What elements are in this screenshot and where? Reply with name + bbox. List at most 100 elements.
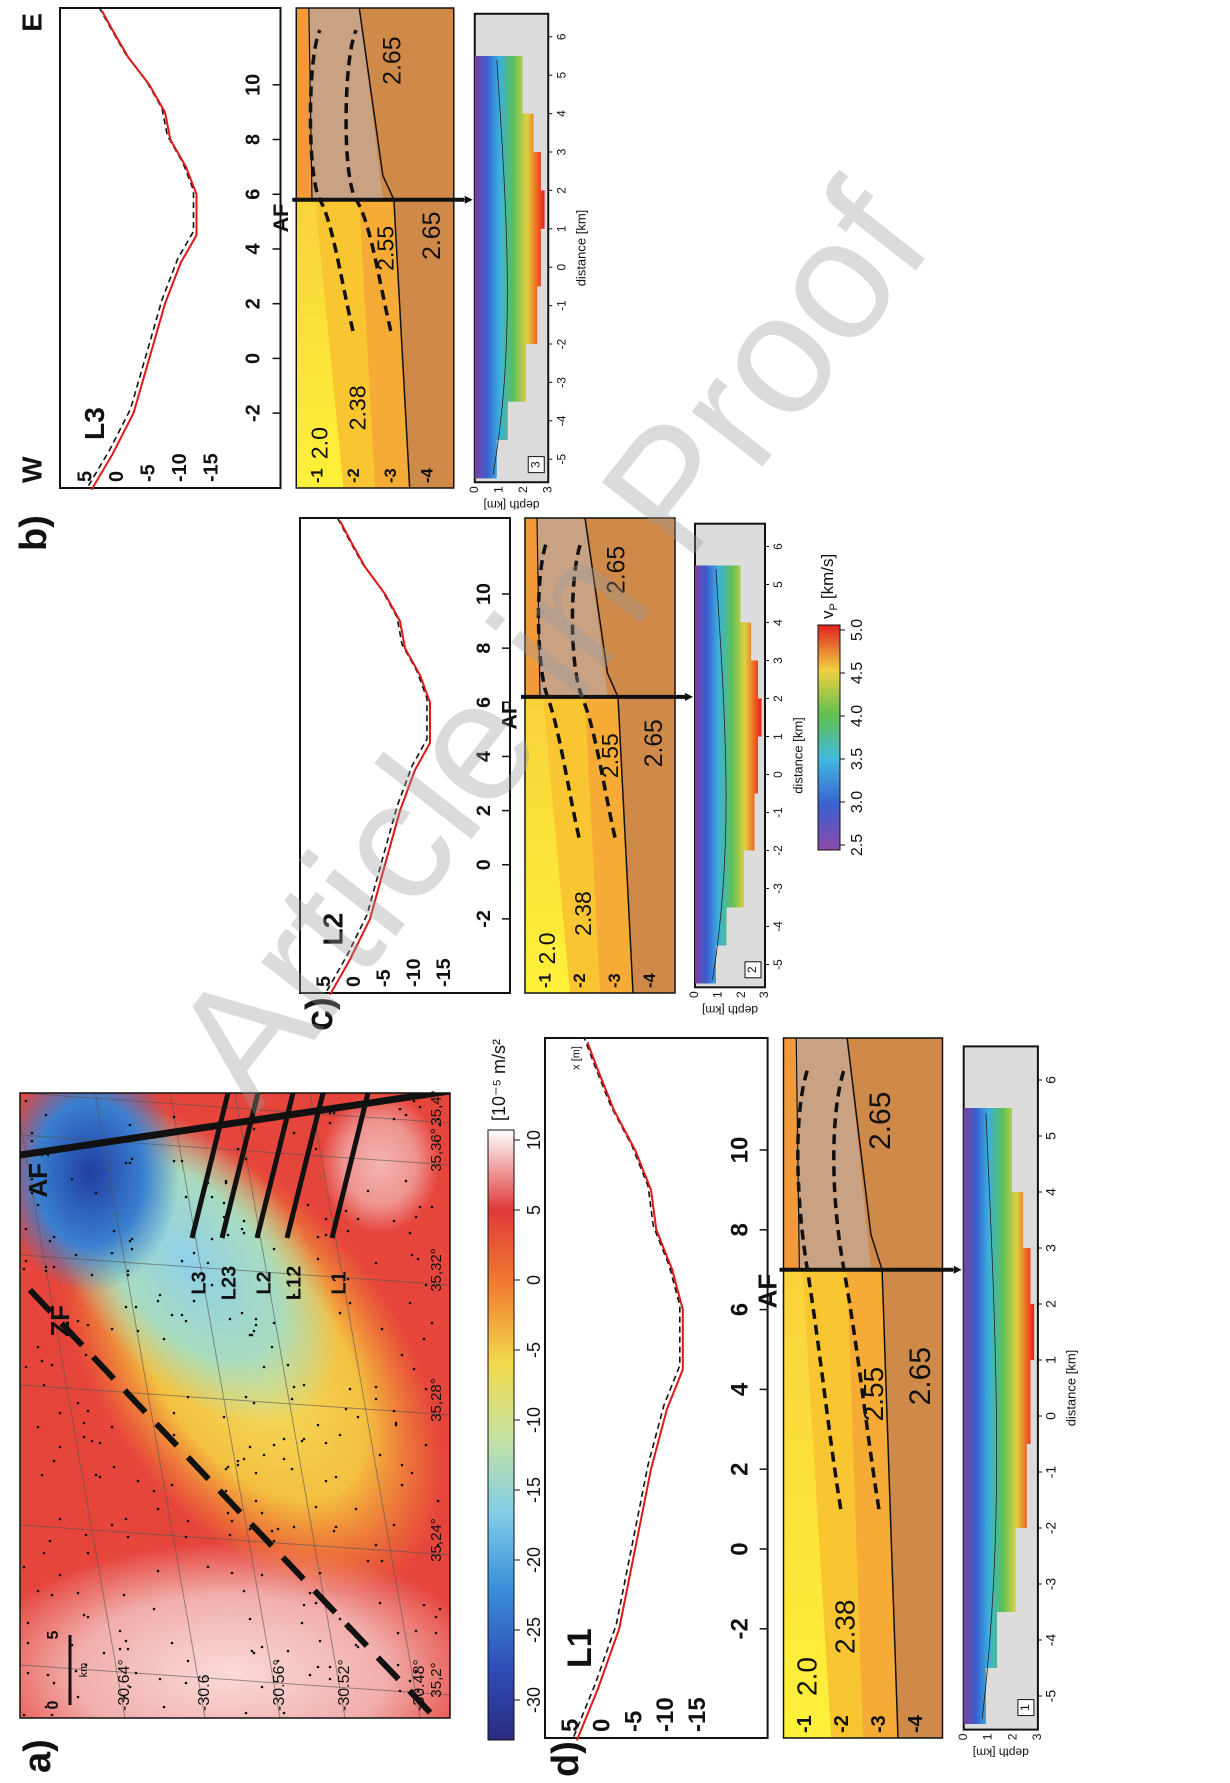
station-dot: [374, 1261, 378, 1265]
station-dot: [414, 1669, 418, 1673]
station-dot: [404, 1113, 408, 1117]
station-dot: [52, 1681, 56, 1685]
station-dot: [324, 1217, 328, 1221]
station-dot: [84, 1663, 88, 1667]
station-dot: [270, 1345, 274, 1349]
station-dot: [244, 1395, 248, 1399]
tomo-distance-label: distance [km]: [574, 210, 589, 287]
tomo-distance-tick: 6: [554, 33, 568, 40]
tomo-distance-tick: -2: [554, 338, 568, 349]
station-dot: [98, 1441, 102, 1445]
station-dot: [244, 1157, 248, 1161]
station-dot: [84, 1353, 88, 1357]
depth-tick-label: -1: [308, 468, 327, 483]
axis-unit: x [m]: [571, 1046, 583, 1070]
tomo-distance-tick: 3: [1043, 1244, 1059, 1252]
longitude-label: 35,36°: [428, 1128, 445, 1172]
elevation-tick-label: 5: [557, 1719, 584, 1732]
station-dot: [40, 1473, 44, 1477]
model-id-box: [527, 456, 545, 474]
profile-line-label: L1: [328, 1271, 350, 1294]
station-dot: [396, 1663, 400, 1667]
distance-tick-label: 10: [243, 74, 265, 96]
station-dot: [324, 1233, 328, 1237]
station-dot: [254, 1471, 258, 1475]
station-dot: [156, 1299, 160, 1303]
tomo-distance-tick: 0: [771, 771, 785, 778]
station-dot: [398, 1689, 402, 1693]
elevation-tick-label: -10: [169, 453, 191, 482]
tomo-distance-tick: 1: [1043, 1356, 1059, 1364]
station-dot: [302, 1437, 306, 1441]
station-dot: [324, 1441, 328, 1445]
colorbar-tick-label: -10: [524, 1407, 544, 1433]
tomo-distance-tick: -4: [771, 921, 785, 932]
station-dot: [118, 1629, 122, 1633]
station-dot: [260, 1573, 264, 1577]
density-label: 2.65: [604, 546, 631, 594]
station-dot: [292, 1131, 296, 1135]
station-dot: [412, 1099, 416, 1103]
station-dot: [430, 1205, 434, 1209]
tomo-distance-label: distance [km]: [790, 717, 805, 794]
density-layer: [783, 1269, 832, 1738]
station-dot: [374, 1397, 378, 1401]
density-label: 2.55: [597, 733, 623, 778]
station-dot: [242, 1219, 246, 1223]
distance-tick-label: 4: [243, 243, 265, 254]
station-dot: [254, 1317, 258, 1321]
model-id: 1: [1018, 1704, 1032, 1711]
station-dot: [254, 1499, 258, 1503]
station-dot: [248, 1617, 252, 1621]
station-dot: [252, 1127, 256, 1131]
station-dot: [286, 1649, 290, 1653]
distance-tick-label: 2: [473, 805, 495, 816]
station-dot: [58, 1573, 62, 1577]
elevation-tick-label: -10: [403, 958, 425, 987]
station-dot: [26, 1641, 30, 1645]
station-dot: [42, 1383, 46, 1387]
station-dot: [36, 1589, 40, 1593]
colorbar-tick-label: -25: [524, 1617, 544, 1643]
station-dot: [224, 1181, 228, 1185]
station-dot: [44, 1705, 48, 1709]
station-dot: [286, 1363, 290, 1367]
station-dot: [50, 1593, 54, 1597]
station-dot: [328, 1665, 332, 1669]
station-dot: [130, 1247, 134, 1251]
station-dot: [128, 1239, 132, 1243]
arrow-head: [953, 1265, 962, 1274]
station-dot: [128, 1123, 132, 1127]
station-dot: [180, 1159, 184, 1163]
station-dot: [316, 1235, 320, 1239]
station-dot: [348, 1301, 352, 1305]
density-label: 2.55: [373, 226, 399, 271]
distance-tick-label: -2: [243, 404, 265, 422]
station-dot: [122, 1695, 126, 1699]
station-dot: [44, 1269, 48, 1273]
tomo-distance-tick: 4: [554, 110, 568, 117]
station-dot: [210, 1195, 214, 1199]
station-dot: [74, 1669, 78, 1673]
station-dot: [58, 1517, 62, 1521]
station-dot: [30, 1139, 34, 1143]
station-dot: [306, 1203, 310, 1207]
station-dot: [30, 1177, 34, 1181]
tomo-depth-label: depth [km]: [483, 498, 539, 512]
station-dot: [244, 1711, 248, 1715]
tomo-distance-tick: 0: [1043, 1412, 1059, 1420]
station-dot: [172, 1411, 176, 1415]
station-dot: [124, 1305, 128, 1309]
velocity-contour: [981, 1113, 998, 1719]
station-dot: [52, 1459, 56, 1463]
station-dot: [334, 1525, 338, 1529]
station-dot: [422, 1603, 426, 1607]
elevation-tick-label: -15: [433, 958, 455, 987]
station-dot: [152, 1489, 156, 1493]
station-dot: [126, 1535, 130, 1539]
tomo-distance-tick: -1: [554, 300, 568, 311]
profile-name: L1: [561, 1628, 599, 1668]
profile-line: [219, 1093, 261, 1239]
distance-tick-label: 2: [726, 1463, 753, 1476]
